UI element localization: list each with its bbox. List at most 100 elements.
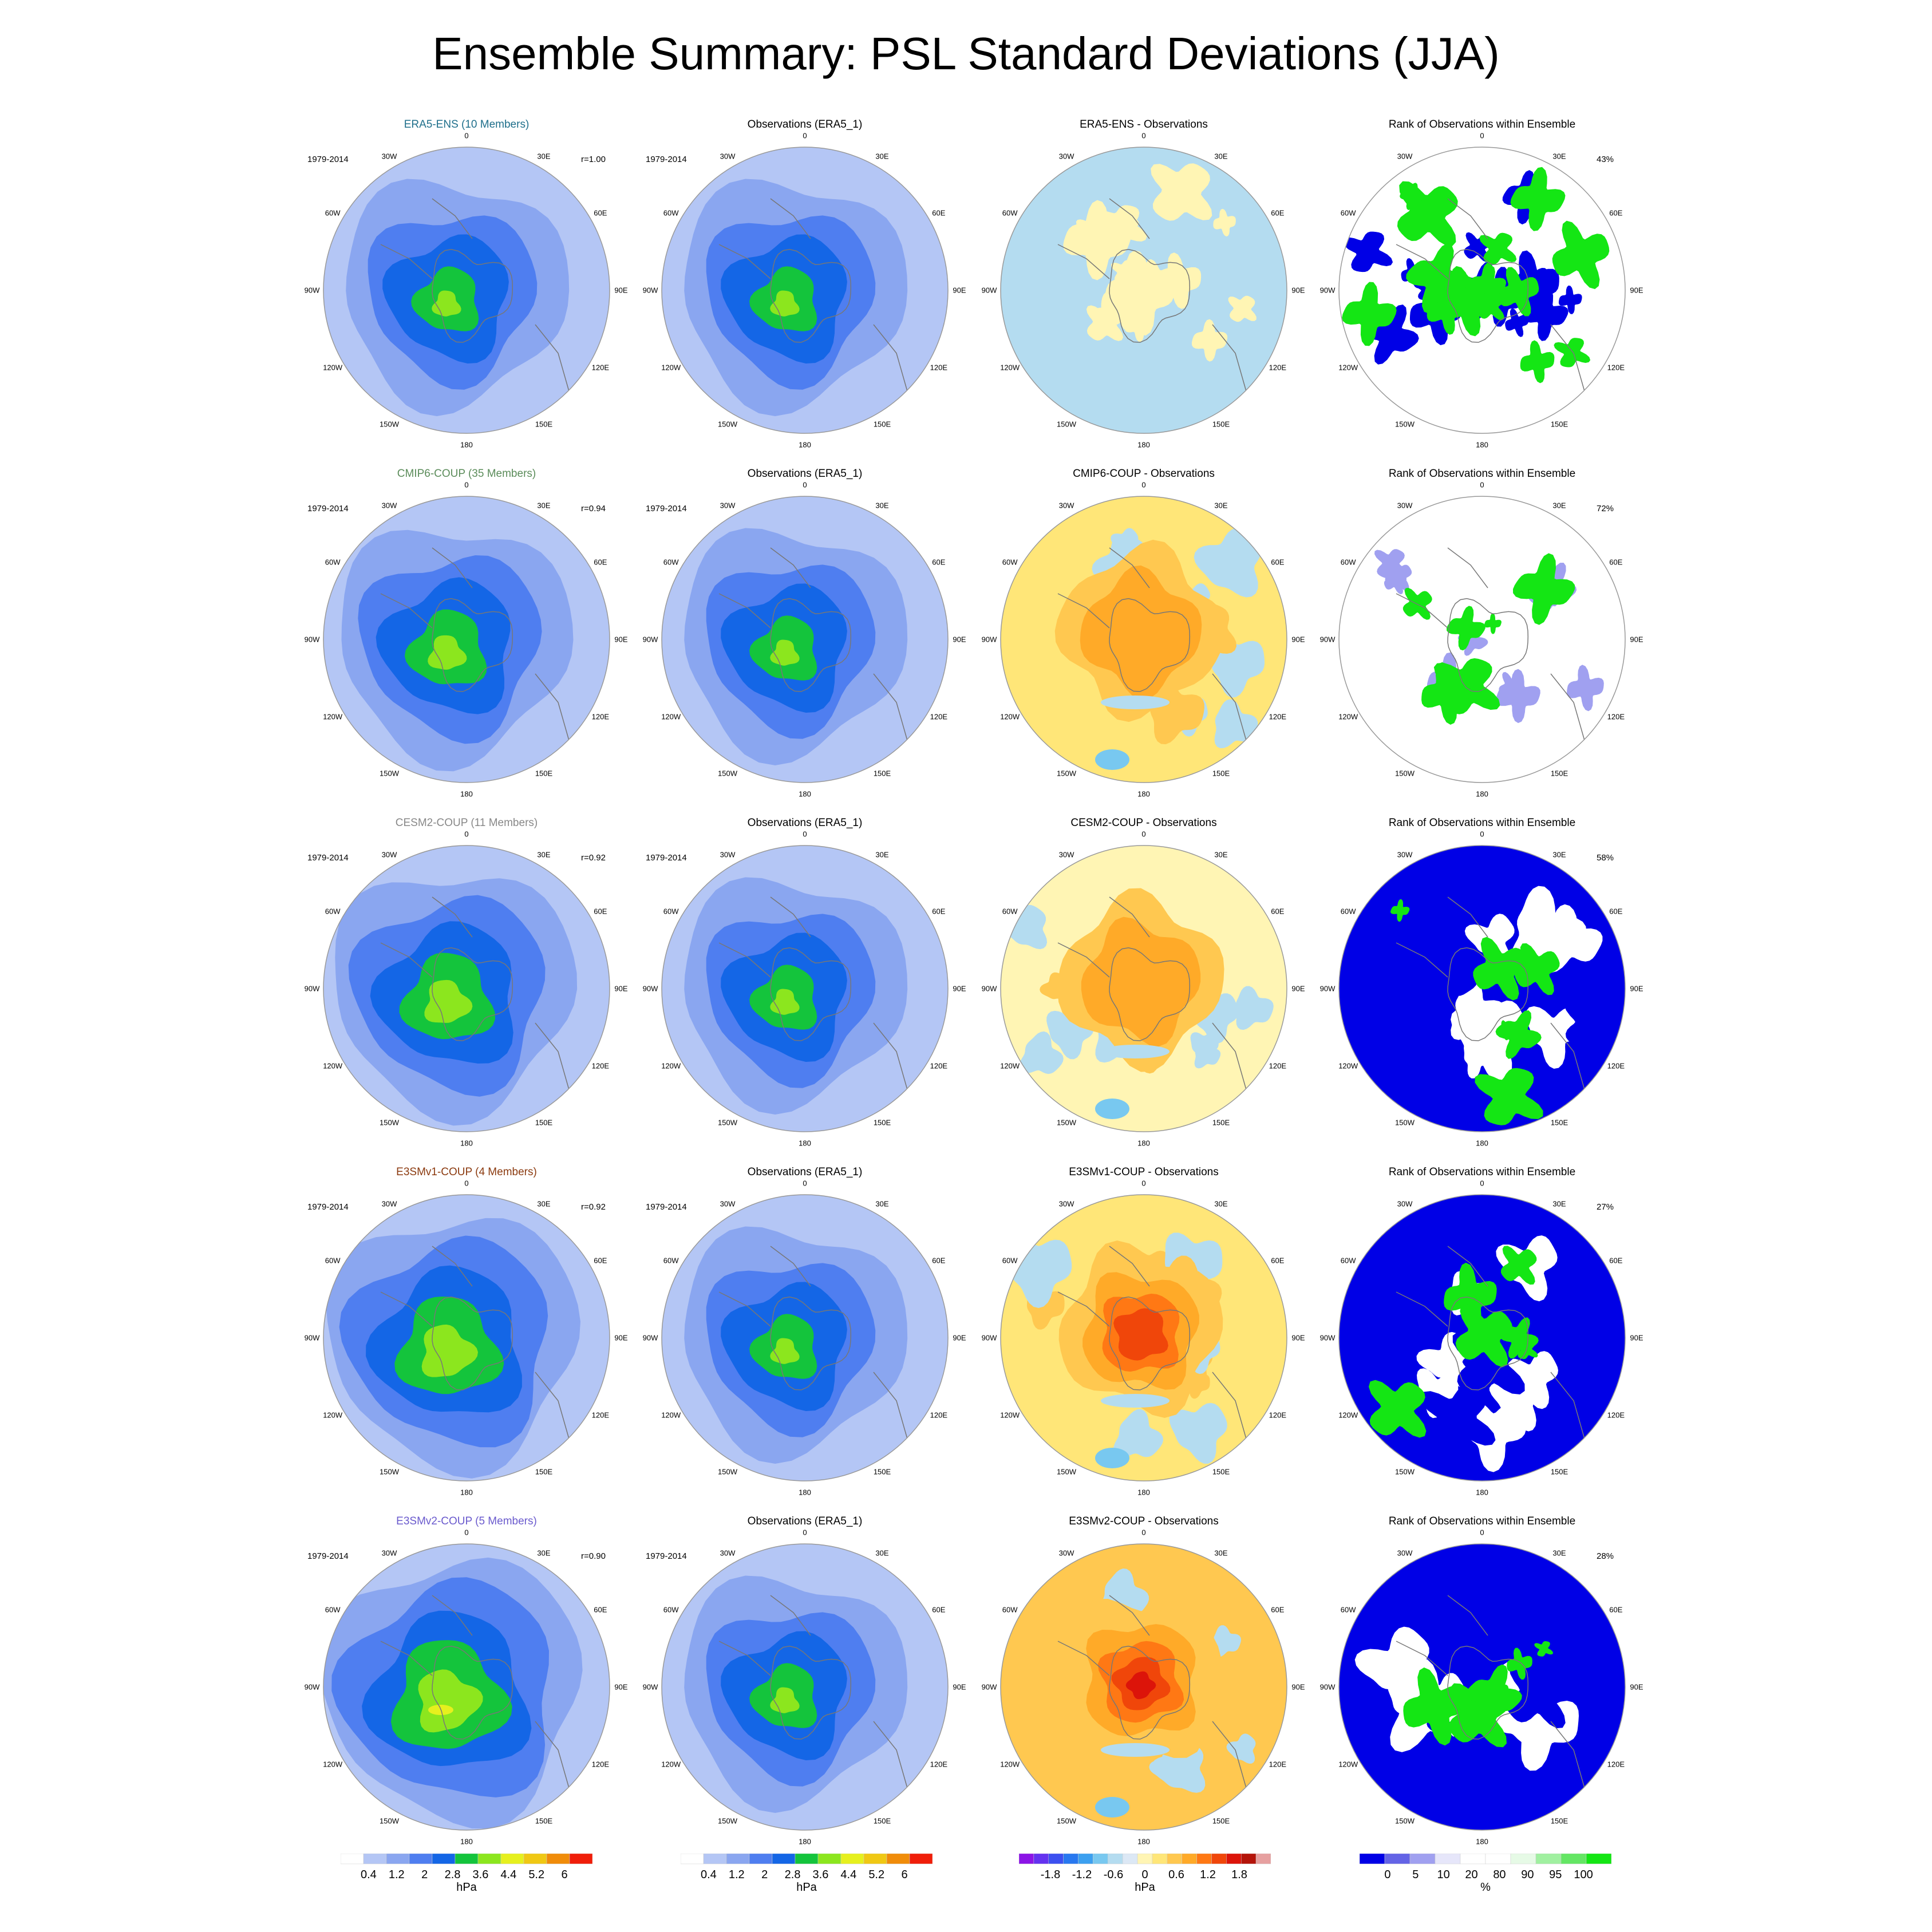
- map-panel-diff: CMIP6-COUP - Observations 0 30E 60E 90E 120E 1…: [972, 468, 1315, 800]
- map-field: [1339, 147, 1625, 433]
- colorbar-swatch: [1211, 1854, 1227, 1864]
- longitude-label: 30W: [1397, 1199, 1413, 1208]
- longitude-label: 120E: [1269, 1411, 1286, 1420]
- colorbar-swatch: [1093, 1854, 1108, 1864]
- colorbar-swatch: [1535, 1854, 1562, 1864]
- longitude-label: 120E: [930, 1411, 947, 1420]
- longitude-label: 90W: [981, 635, 997, 644]
- longitude-label: 60W: [325, 558, 341, 567]
- longitude-label: 60E: [1271, 558, 1285, 567]
- longitude-label: 30W: [1397, 850, 1413, 859]
- longitude-label: 120E: [930, 363, 947, 372]
- longitude-label: 30E: [1552, 1548, 1566, 1558]
- longitude-label: 30E: [537, 501, 551, 510]
- panel-title: E3SMv2-COUP - Observations: [1069, 1515, 1219, 1527]
- correlation-label: r=0.92: [581, 853, 606, 863]
- longitude-label: 120W: [661, 712, 681, 721]
- longitude-label: 60W: [1340, 558, 1356, 567]
- longitude-label: 120E: [930, 1061, 947, 1070]
- polar-map: [1338, 845, 1626, 1132]
- longitude-label: 30W: [1058, 501, 1074, 510]
- colorbar-swatch: [1108, 1854, 1123, 1864]
- map-boundary: [323, 845, 610, 1132]
- longitude-label: 150W: [1057, 420, 1076, 429]
- longitude-label: 90E: [614, 635, 628, 644]
- longitude-label: 0: [1141, 480, 1146, 489]
- panel-title: Rank of Observations within Ensemble: [1388, 468, 1576, 480]
- longitude-label: 120E: [1607, 363, 1625, 372]
- colorbar-swatch: [703, 1854, 727, 1864]
- map-boundary: [1338, 845, 1626, 1132]
- longitude-label: 180: [799, 1837, 811, 1846]
- map-boundary: [1000, 147, 1287, 434]
- longitude-label: 60E: [1271, 907, 1285, 916]
- colorbar-swatch: [341, 1854, 364, 1864]
- longitude-label: 180: [460, 1139, 473, 1148]
- colorbar-swatch: [1152, 1854, 1168, 1864]
- longitude-label: 90W: [1319, 984, 1336, 993]
- longitude-label: 150W: [380, 1467, 399, 1476]
- longitude-label: 60W: [325, 208, 341, 218]
- panel-title: Observations (ERA5_1): [747, 1515, 863, 1527]
- longitude-label: 30W: [1058, 152, 1074, 161]
- colorbar-swatch: [726, 1854, 750, 1864]
- colorbar-tick-label: 5: [1412, 1868, 1419, 1881]
- panel-title: Observations (ERA5_1): [747, 817, 863, 829]
- longitude-label: 150E: [1550, 1118, 1568, 1127]
- map-boundary: [1000, 1543, 1287, 1831]
- colorbar-tick-label: 0.4: [360, 1868, 377, 1881]
- colorbar-swatch: [886, 1854, 910, 1864]
- map-boundary: [1338, 1194, 1626, 1481]
- panel-title: CMIP6-COUP (35 Members): [397, 468, 536, 480]
- longitude-label: 30E: [537, 1548, 551, 1558]
- longitude-label: 90E: [953, 984, 966, 993]
- longitude-label: 60E: [1271, 1605, 1285, 1614]
- panel-title: E3SMv1-COUP (4 Members): [396, 1166, 537, 1178]
- longitude-label: 120W: [661, 363, 681, 372]
- longitude-label: 180: [1476, 440, 1488, 449]
- map-boundary: [1000, 845, 1287, 1132]
- panel-title: ERA5-ENS (10 Members): [404, 118, 530, 131]
- colorbar-tick-label: 6: [901, 1868, 908, 1881]
- longitude-label: 120E: [591, 1760, 609, 1769]
- longitude-label: 30E: [1214, 1548, 1228, 1558]
- longitude-label: 0: [1480, 131, 1484, 140]
- colorbar: 0 5 10 20 80 90 95 100%: [1360, 1854, 1611, 1905]
- map-panel-obs: Observations (ERA5_1) 1979-2014 0 30E 60E 90E…: [633, 1166, 977, 1498]
- longitude-label: 90E: [953, 1333, 966, 1342]
- longitude-label: 0: [1480, 1179, 1484, 1188]
- period-label: 1979-2014: [307, 155, 349, 164]
- longitude-label: 150E: [535, 420, 553, 429]
- longitude-label: 30E: [1214, 850, 1228, 859]
- longitude-label: 120W: [323, 1061, 343, 1070]
- longitude-label: 60E: [594, 1256, 607, 1265]
- colorbar-swatch: [1360, 1854, 1385, 1864]
- longitude-label: 0: [1480, 1528, 1484, 1537]
- colorbar-swatch: [432, 1854, 456, 1864]
- longitude-label: 0: [464, 480, 469, 489]
- polar-map: [323, 845, 610, 1132]
- period-label: 1979-2014: [646, 1202, 687, 1212]
- map-panel-model: E3SMv1-COUP (4 Members) 1979-2014 r=0.92 0 3…: [295, 1166, 638, 1498]
- colorbar-tick-label: 0: [1141, 1868, 1148, 1881]
- longitude-label: 90W: [642, 635, 658, 644]
- longitude-label: 120W: [1338, 1061, 1358, 1070]
- longitude-label: 180: [1137, 1837, 1150, 1846]
- map-boundary: [323, 1194, 610, 1481]
- colorbar-tick-label: 100: [1574, 1868, 1593, 1881]
- polar-map: [1000, 147, 1287, 434]
- longitude-label: 180: [1137, 1488, 1150, 1497]
- colorbar-swatch: [1048, 1854, 1064, 1864]
- period-label: 1979-2014: [307, 1551, 349, 1561]
- longitude-label: 150W: [380, 420, 399, 429]
- longitude-label: 60W: [1340, 208, 1356, 218]
- longitude-label: 90W: [304, 286, 320, 295]
- longitude-label: 150W: [1057, 1467, 1076, 1476]
- longitude-label: 120W: [1000, 1061, 1020, 1070]
- map-boundary: [1000, 1194, 1287, 1481]
- map-panel-rank: Rank of Observations within Ensemble 43% 0…: [1310, 118, 1654, 451]
- map-field: [323, 147, 610, 433]
- longitude-label: 90E: [1630, 286, 1643, 295]
- longitude-label: 30E: [875, 1199, 889, 1208]
- colorbar-swatch: [1019, 1854, 1034, 1864]
